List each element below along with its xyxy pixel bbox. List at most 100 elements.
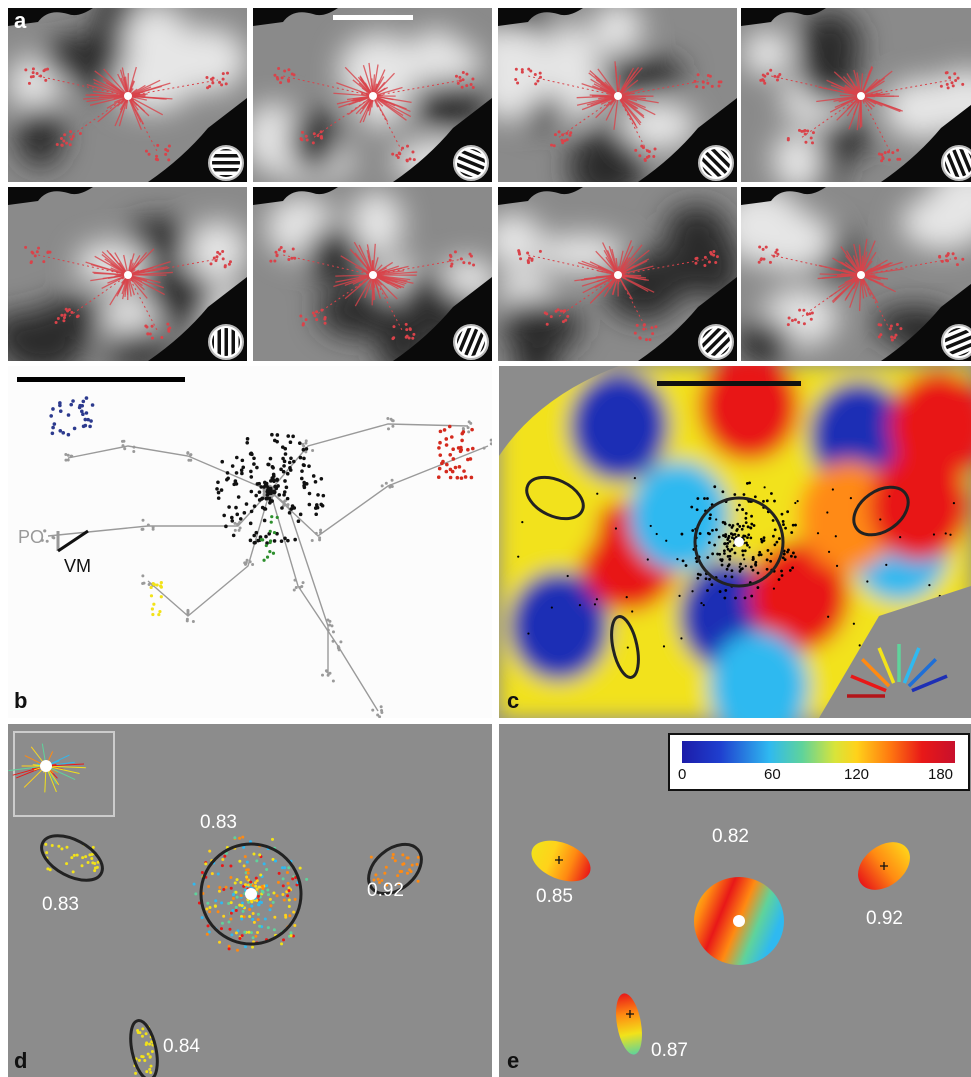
bouton xyxy=(764,245,768,249)
bouton xyxy=(262,518,267,523)
dendrite xyxy=(102,274,129,280)
bouton xyxy=(141,581,145,585)
dendrite xyxy=(372,95,412,103)
bouton xyxy=(211,76,215,80)
bouton xyxy=(461,70,465,74)
bouton xyxy=(230,464,235,468)
bouton xyxy=(412,158,416,162)
bouton xyxy=(405,334,409,338)
bouton xyxy=(304,447,309,451)
dendrite xyxy=(355,95,374,115)
bouton xyxy=(249,509,254,514)
bouton xyxy=(514,77,518,81)
bouton xyxy=(706,589,709,592)
orientation-domain xyxy=(509,571,609,681)
bouton xyxy=(378,881,382,885)
bouton xyxy=(741,549,745,553)
neuron-trace xyxy=(757,238,965,342)
bouton xyxy=(895,323,899,327)
bouton xyxy=(233,881,237,885)
bouton xyxy=(462,261,466,265)
bouton xyxy=(556,308,560,312)
bouton xyxy=(956,76,960,80)
bouton xyxy=(141,527,145,531)
dendrite xyxy=(372,86,403,97)
bouton xyxy=(696,576,700,580)
bouton xyxy=(371,708,375,712)
dendrite xyxy=(93,78,129,97)
bouton xyxy=(704,577,708,581)
dendrite xyxy=(833,71,862,97)
bouton xyxy=(749,565,753,569)
bouton xyxy=(858,644,861,647)
bouton xyxy=(393,859,397,863)
bouton xyxy=(727,534,731,538)
bouton xyxy=(256,538,260,543)
bouton xyxy=(735,528,739,531)
bouton-blue xyxy=(86,417,90,422)
dendrite xyxy=(617,95,642,124)
dendrite xyxy=(372,274,389,299)
bouton xyxy=(565,131,569,135)
bouton-red xyxy=(436,475,441,480)
bouton xyxy=(43,529,47,533)
bouton xyxy=(186,451,190,455)
bouton xyxy=(240,934,244,938)
orientation-map-tile xyxy=(741,8,971,182)
axon-branch xyxy=(282,254,374,276)
value-d-3: 0.92 xyxy=(367,880,404,901)
bouton xyxy=(337,646,341,650)
bouton xyxy=(283,452,288,456)
bouton xyxy=(288,466,292,470)
bouton xyxy=(311,448,315,452)
panel-e-label: e xyxy=(507,1048,520,1073)
bouton xyxy=(257,481,262,486)
bouton xyxy=(950,81,954,85)
bouton xyxy=(219,488,224,492)
bouton xyxy=(60,313,64,317)
bouton xyxy=(249,880,253,884)
bouton xyxy=(229,901,233,905)
bouton xyxy=(655,532,658,536)
bouton xyxy=(146,523,150,527)
bouton xyxy=(285,890,289,894)
dendrite xyxy=(833,95,862,102)
bouton xyxy=(763,486,766,489)
bouton xyxy=(252,533,256,538)
axon-branch xyxy=(312,274,374,318)
bouton xyxy=(700,601,703,605)
bouton xyxy=(766,549,770,552)
dendrite xyxy=(582,274,619,294)
bouton xyxy=(695,256,699,260)
bouton xyxy=(945,71,949,75)
axon-branch xyxy=(312,95,374,139)
bouton xyxy=(233,521,237,525)
bouton xyxy=(63,313,67,317)
bouton xyxy=(65,845,69,849)
bouton xyxy=(728,549,732,553)
bouton-blue xyxy=(83,417,88,422)
axon-branch xyxy=(282,75,374,97)
bouton xyxy=(256,912,260,916)
bouton xyxy=(397,151,401,155)
bouton xyxy=(809,136,813,140)
bouton xyxy=(717,535,721,539)
bouton xyxy=(140,1034,144,1038)
bouton xyxy=(224,851,228,855)
bouton-yellow xyxy=(155,583,159,587)
bouton xyxy=(831,488,834,491)
bouton xyxy=(273,259,277,263)
bouton xyxy=(242,915,246,919)
bouton xyxy=(307,502,312,507)
bouton xyxy=(251,563,255,567)
bouton xyxy=(561,320,565,324)
bouton xyxy=(711,528,714,532)
bouton xyxy=(261,887,265,891)
bouton xyxy=(696,73,700,77)
bouton xyxy=(678,594,681,597)
axon-branch xyxy=(127,79,219,97)
bouton xyxy=(651,332,655,336)
dendrite xyxy=(860,95,863,127)
bouton xyxy=(284,485,289,490)
bouton xyxy=(281,877,285,881)
